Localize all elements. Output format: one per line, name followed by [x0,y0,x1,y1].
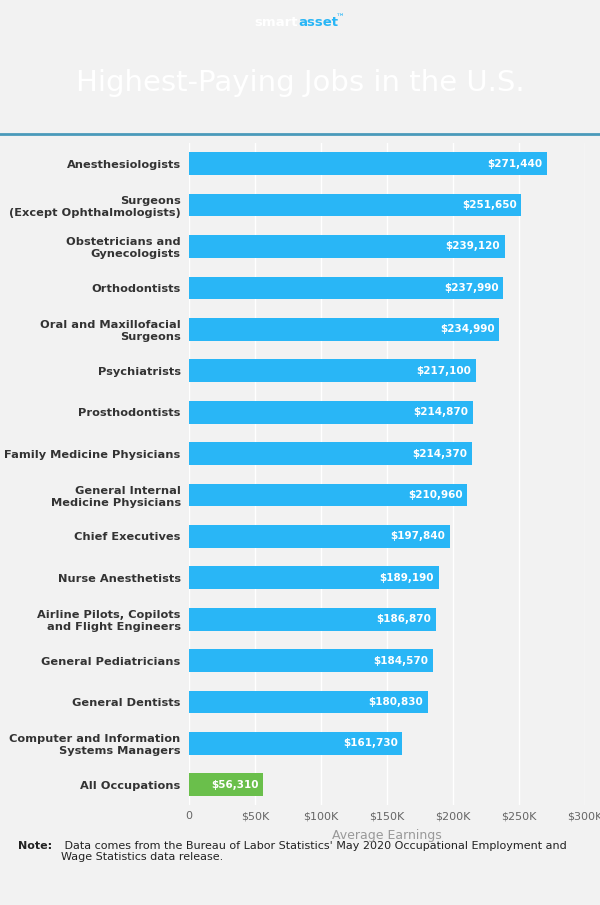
Text: $186,870: $186,870 [376,614,431,624]
Bar [189,235,505,258]
Text: $214,370: $214,370 [412,449,467,459]
Bar [189,359,476,382]
Bar [189,483,467,506]
Bar [189,277,503,300]
Text: asset: asset [298,16,338,29]
Text: $210,960: $210,960 [408,490,463,500]
Bar [189,732,403,755]
Text: $197,840: $197,840 [391,531,446,541]
Text: $189,190: $189,190 [380,573,434,583]
Bar [189,401,473,424]
Text: Highest-Paying Jobs in the U.S.: Highest-Paying Jobs in the U.S. [76,69,524,97]
Bar [189,318,499,340]
Bar [189,443,472,465]
X-axis label: Average Earnings: Average Earnings [332,829,442,843]
Text: $217,100: $217,100 [416,366,471,376]
Bar [189,152,547,175]
Text: smart: smart [254,16,298,29]
Bar [189,649,433,672]
Text: $251,650: $251,650 [462,200,517,210]
Text: Note:: Note: [18,841,52,851]
Bar [189,567,439,589]
Text: $214,870: $214,870 [413,407,468,417]
Bar [189,194,521,216]
Bar [189,608,436,631]
Text: $271,440: $271,440 [488,158,542,168]
Text: $184,570: $184,570 [373,655,428,665]
Text: $237,990: $237,990 [444,283,499,293]
Bar [189,525,450,548]
Text: Data comes from the Bureau of Labor Statistics' May 2020 Occupational Employment: Data comes from the Bureau of Labor Stat… [61,841,567,862]
Text: ™: ™ [335,14,344,23]
Text: $161,730: $161,730 [343,738,398,748]
Text: $239,120: $239,120 [445,242,500,252]
Bar [189,691,428,713]
Text: $180,830: $180,830 [368,697,423,707]
Text: $234,990: $234,990 [440,324,494,334]
Text: $56,310: $56,310 [211,780,259,790]
Bar [189,774,263,796]
